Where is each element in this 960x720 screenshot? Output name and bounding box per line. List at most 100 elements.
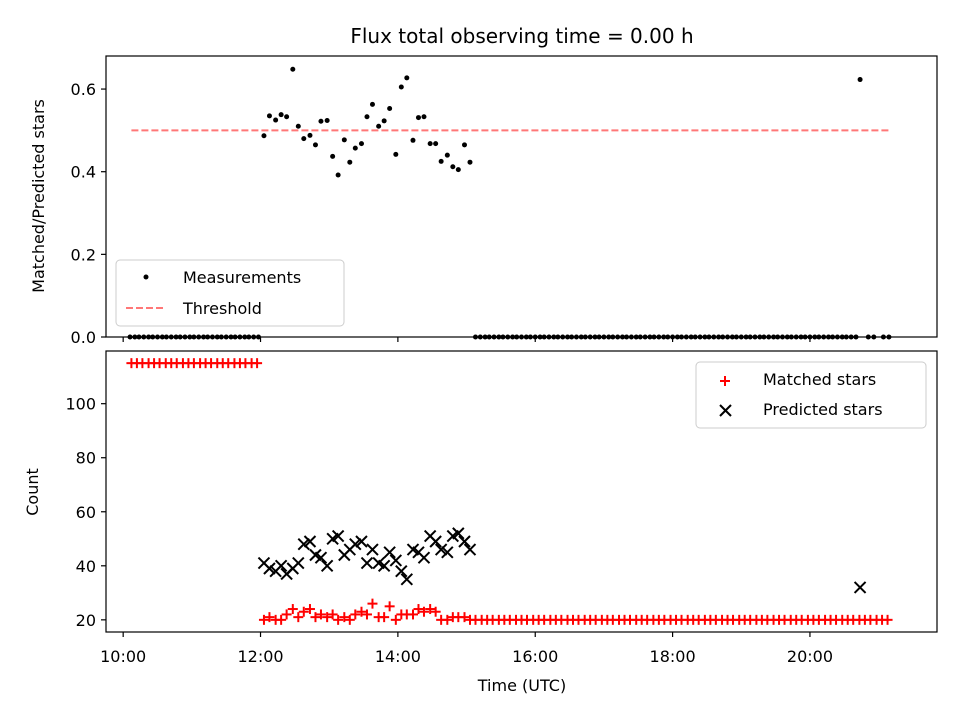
matched-star-point xyxy=(442,614,453,625)
measurement-point xyxy=(273,117,279,123)
legend-marker-predicted xyxy=(719,404,732,417)
matched-star-point xyxy=(258,614,269,625)
bottom-plot-marks xyxy=(126,358,893,625)
top-y-axis: 0.0 0.2 0.4 0.6 xyxy=(71,80,106,347)
measurement-point xyxy=(433,141,439,147)
measurement-point xyxy=(404,75,410,81)
matched-star-point xyxy=(459,612,470,623)
measurement-point xyxy=(393,151,399,157)
top-y-tick-label: 0.6 xyxy=(71,80,96,99)
legend-label-matched: Matched stars xyxy=(763,370,876,389)
predicted-star-point xyxy=(314,551,328,564)
matched-star-point xyxy=(252,358,263,369)
measurement-point xyxy=(347,159,353,165)
predicted-star-point xyxy=(360,556,374,570)
measurement-point xyxy=(450,164,456,170)
matched-star-point xyxy=(304,604,315,615)
predicted-star-point xyxy=(853,581,867,594)
top-y-tick-label: 0.4 xyxy=(71,163,96,182)
predicted-star-point xyxy=(429,535,442,548)
matched-star-point xyxy=(276,614,287,625)
measurement-point xyxy=(421,114,427,120)
top-y-axis-label: Matched/Predicted stars xyxy=(29,99,48,293)
measurement-point xyxy=(410,137,416,143)
bottom-plot-frame xyxy=(105,350,938,633)
matched-star-point xyxy=(310,612,321,623)
bottom-y-tick-label: 60 xyxy=(76,503,96,522)
matched-star-point xyxy=(344,614,355,625)
legend-label-threshold: Threshold xyxy=(182,299,262,318)
matched-star-point xyxy=(384,601,395,612)
matched-star-point xyxy=(430,606,441,617)
matched-star-point xyxy=(339,612,350,623)
predicted-star-point xyxy=(355,535,368,548)
measurement-point xyxy=(284,114,290,120)
predicted-star-point xyxy=(400,573,414,586)
predicted-star-point xyxy=(303,535,317,548)
predicted-star-point xyxy=(366,543,379,556)
measurement-point xyxy=(335,172,341,178)
top-panel: 0.0 0.2 0.4 0.6 Matched/Predicted stars Mea… xyxy=(29,55,938,347)
matched-star-point xyxy=(356,606,367,617)
x-axis-label: Time (UTC) xyxy=(477,676,566,695)
top-x-ticks xyxy=(122,337,811,342)
predicted-star-point xyxy=(441,546,454,559)
measurement-point xyxy=(369,101,375,107)
measurement-point xyxy=(301,136,307,142)
measurement-point xyxy=(358,141,364,147)
x-tick-label: 18:00 xyxy=(650,647,696,666)
top-legend: Measurements Threshold xyxy=(115,259,345,327)
predicted-star-point xyxy=(417,551,431,564)
matched-star-point xyxy=(425,604,436,615)
predicted-star-point xyxy=(383,546,396,559)
predicted-star-point xyxy=(297,537,310,551)
matched-star-point xyxy=(418,606,429,617)
top-y-tick-label: 0.2 xyxy=(71,245,96,264)
measurement-point xyxy=(376,123,382,129)
measurement-point xyxy=(307,132,313,138)
matched-star-point xyxy=(315,609,326,620)
legend-label-measurements: Measurements xyxy=(183,268,301,287)
matched-star-point xyxy=(264,612,275,623)
measurement-point xyxy=(438,158,444,164)
matched-star-point xyxy=(298,606,309,617)
matched-star-point xyxy=(287,604,298,615)
bottom-y-tick-label: 20 xyxy=(76,611,96,630)
measurement-point xyxy=(444,152,450,158)
predicted-star-point xyxy=(395,564,408,578)
matched-star-point xyxy=(407,609,418,620)
matched-star-point xyxy=(281,609,292,620)
measurement-point xyxy=(857,77,863,83)
bottom-y-tick-label: 40 xyxy=(76,557,96,576)
top-y-tick-label: 0.0 xyxy=(71,328,96,347)
measurement-point xyxy=(387,105,393,111)
x-tick-label: 20:00 xyxy=(787,647,833,666)
measurement-point xyxy=(278,112,284,118)
measurement-point xyxy=(352,145,358,151)
measurement-point xyxy=(467,159,473,165)
measurement-point xyxy=(295,123,301,129)
matched-star-point xyxy=(293,612,304,623)
matched-star-point xyxy=(322,612,333,623)
predicted-star-point xyxy=(463,543,477,556)
chart-title: Flux total observing time = 0.00 h xyxy=(350,24,693,48)
top-plot-frame xyxy=(105,55,938,338)
measurement-point xyxy=(318,118,324,124)
predicted-star-point xyxy=(263,562,276,575)
measurement-point xyxy=(266,113,272,119)
measurement-point xyxy=(290,66,296,72)
matched-star-point xyxy=(882,614,893,625)
measurement-point xyxy=(461,142,467,148)
measurement-point xyxy=(261,133,267,139)
bottom-y-tick-label: 80 xyxy=(76,449,96,468)
bottom-panel: 20 40 60 80 100 10:00 12:00 14:00 16:00 18:00 20:… xyxy=(23,350,938,695)
measurement-point xyxy=(364,114,370,120)
x-tick-label: 10:00 xyxy=(100,647,146,666)
measurement-point xyxy=(415,115,421,121)
predicted-star-point xyxy=(292,556,305,570)
x-tick-label: 14:00 xyxy=(375,647,421,666)
predicted-star-point xyxy=(458,535,471,548)
measurement-point xyxy=(455,167,461,173)
